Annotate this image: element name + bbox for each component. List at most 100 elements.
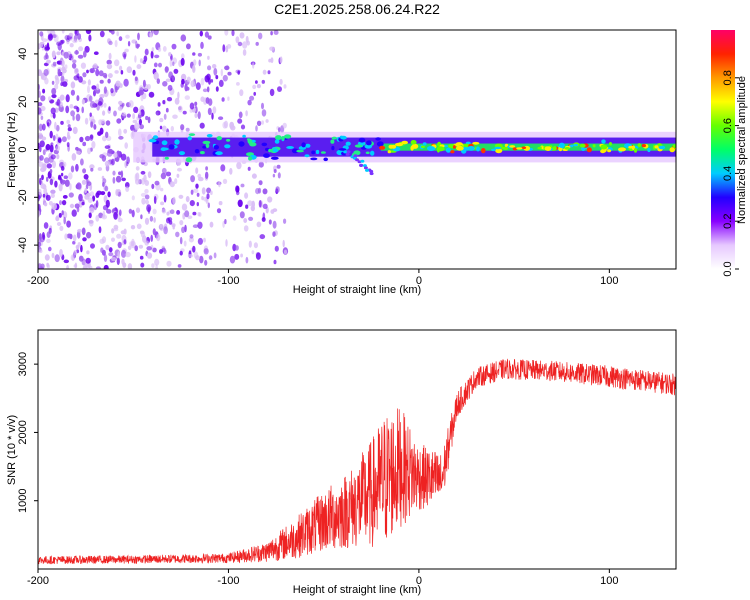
spectrogram-speckle: [69, 183, 72, 191]
spectrogram-speckle: [245, 256, 249, 264]
spectrogram-band-blob: [224, 144, 231, 149]
spectrogram-speckle: [91, 85, 97, 90]
spectrogram-speckle: [63, 175, 68, 179]
x-tick-label: -200: [27, 275, 49, 287]
spectrogram-speckle: [218, 181, 221, 188]
spectrogram-speckle: [153, 62, 158, 68]
spectrogram-speckle: [181, 226, 186, 233]
spectrogram-band-blob: [509, 145, 516, 148]
spectrogram-band-blob: [354, 144, 363, 148]
x-tick-label: -100: [217, 575, 239, 587]
spectrogram-speckle: [197, 173, 202, 179]
spectrogram-band-blob: [226, 138, 231, 142]
spectrogram-speckle: [143, 55, 148, 62]
spectrogram-speckle: [190, 80, 196, 88]
spectrogram-speckle: [283, 218, 287, 224]
spectrogram-speckle: [203, 237, 206, 243]
spectrogram-speckle: [95, 215, 100, 222]
y-tick-label: 2000: [17, 420, 29, 444]
spectrogram-speckle: [75, 244, 80, 250]
spectrogram-speckle: [49, 178, 54, 186]
spectrogram-speckle: [100, 119, 106, 124]
spectrogram-speckle: [80, 62, 86, 69]
spectrogram-speckle: [134, 55, 137, 63]
spectrogram-speckle: [139, 255, 144, 260]
spectrogram-band-blob: [281, 136, 285, 141]
spectrogram-speckle: [90, 120, 93, 128]
spectrogram-speckle: [192, 211, 197, 216]
spectrogram-speckle: [138, 89, 144, 96]
spectrogram-speckle: [58, 212, 62, 218]
spectrogram-speckle: [116, 257, 120, 266]
spectrogram-speckle: [73, 105, 79, 110]
spectrogram-tail: [359, 163, 364, 167]
spectrogram-speckle: [184, 210, 190, 218]
spectrogram-speckle: [41, 123, 46, 131]
spectrogram-speckle: [134, 245, 138, 252]
spectrogram-speckle: [43, 222, 49, 229]
spectrogram-speckle: [283, 84, 287, 89]
spectrogram-speckle: [54, 121, 57, 130]
spectrogram-speckle: [123, 78, 129, 87]
spectrogram-speckle: [140, 192, 147, 197]
spectrogram-speckle: [197, 52, 202, 57]
spectrogram-speckle: [182, 110, 187, 115]
spectrogram-speckle: [161, 167, 167, 174]
spectrogram-speckle: [45, 143, 51, 151]
spectrogram-speckle: [80, 158, 84, 166]
spectrogram-speckle: [111, 237, 115, 242]
spectrogram-speckle: [146, 252, 153, 259]
spectrogram-speckle: [145, 115, 149, 121]
spectrogram-speckle: [117, 251, 120, 259]
spectrogram-speckle: [184, 83, 188, 92]
spectrogram-speckle: [207, 55, 210, 60]
spectrogram-speckle: [216, 208, 222, 214]
spectrogram-speckle: [81, 201, 85, 206]
spectrogram-band-blob: [370, 150, 375, 156]
spectrogram-speckle: [91, 141, 96, 149]
spectrogram-speckle: [105, 120, 111, 126]
spectrogram-speckle: [195, 183, 199, 189]
spectrogram-band-blob: [658, 145, 666, 150]
spectrogram-speckle: [115, 189, 119, 196]
spectrogram-speckle: [179, 236, 183, 245]
spectrogram-speckle: [49, 144, 54, 153]
spectrogram-speckle: [78, 46, 84, 52]
spectrogram-band-blob: [467, 146, 475, 151]
spectrogram-band-blob: [609, 142, 612, 146]
spectrogram-speckle: [86, 250, 90, 255]
spectrogram-speckle: [113, 110, 117, 117]
spectrogram-band-blob: [305, 143, 311, 148]
spectrogram-speckle: [210, 79, 214, 83]
spectrogram-speckle: [192, 65, 196, 72]
spectrogram-speckle: [272, 220, 277, 229]
spectrogram-speckle: [82, 237, 87, 242]
spectrogram-speckle: [200, 96, 205, 102]
spectrogram-speckle: [175, 231, 180, 238]
spectrogram-speckle: [108, 106, 111, 111]
spectrogram-speckle: [276, 164, 281, 169]
spectrogram-speckle: [242, 41, 248, 49]
spectrogram-speckle: [90, 243, 95, 249]
spectrogram-speckle: [199, 30, 203, 37]
spectrogram-speckle: [38, 161, 44, 168]
spectrogram-speckle: [204, 31, 209, 38]
spectrogram-speckle: [176, 173, 180, 178]
spectrogram-speckle: [81, 227, 86, 236]
spectrogram-speckle: [54, 74, 59, 81]
colorbar-tick-label: 0.8: [722, 70, 734, 85]
spectrogram-speckle: [86, 69, 89, 74]
spectrogram-speckle: [89, 219, 94, 227]
spectrogram-speckle: [98, 226, 102, 234]
spectrogram-speckle: [132, 113, 136, 120]
spectrogram-speckle: [135, 207, 141, 213]
spectrogram-speckle: [202, 88, 208, 93]
spectrogram-band-blob: [272, 148, 279, 153]
spectrogram-speckle: [44, 77, 49, 85]
spectrogram-band-blob: [512, 147, 518, 151]
spectrogram-band-blob: [422, 142, 427, 146]
spectrogram-speckle: [57, 42, 62, 51]
spectrogram-band-blob: [647, 147, 651, 153]
spectrogram-speckle: [178, 105, 183, 113]
